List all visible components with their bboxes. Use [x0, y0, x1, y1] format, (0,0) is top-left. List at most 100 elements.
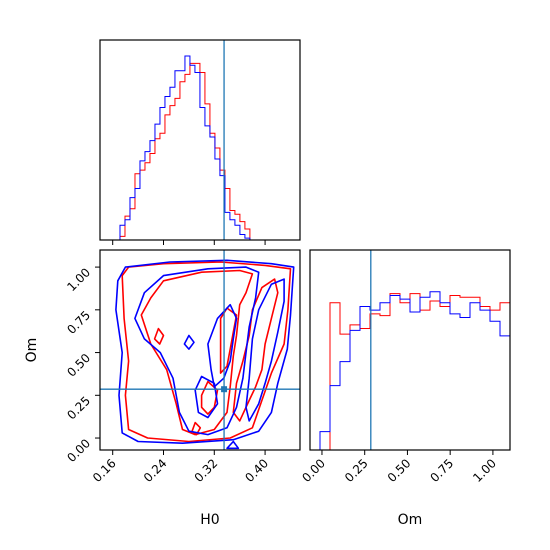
hist-h0-blue-bin — [230, 220, 235, 240]
hist-h0-red-bin — [170, 106, 175, 240]
x-tick-label: 1.00 — [470, 456, 499, 485]
hist-h0-blue-bin — [130, 198, 135, 240]
hist-om-blue-bin — [350, 330, 360, 450]
hist-h0-blue-bin — [135, 188, 140, 240]
hist-h0-blue-bin — [175, 71, 180, 240]
hist-om-red-bin — [480, 306, 490, 450]
hist-om-blue-bin — [450, 314, 460, 450]
hist-h0-red-bin — [225, 188, 230, 240]
hist-om-red-bin — [360, 329, 370, 450]
hist-h0-red-bin — [240, 222, 245, 240]
hist-h0-red-bin — [165, 115, 170, 240]
contours-blue-series — [115, 259, 295, 450]
y-tick-label: 0.25 — [64, 394, 93, 423]
hist-h0-blue-bin — [240, 234, 245, 240]
x-tick-label: 0.50 — [385, 456, 414, 485]
hist-om-blue-bin — [390, 295, 400, 450]
hist-h0-panel — [99, 39, 301, 245]
truth-point-marker — [221, 386, 228, 393]
hist-om-red-bin — [370, 314, 380, 450]
hist-om-blue-bin — [330, 386, 340, 450]
contour-y-ticks: 0.00 0.25 0.50 0.75 1.00 — [64, 265, 100, 465]
red-contour-2 — [232, 278, 279, 422]
red-contour-3 — [219, 307, 238, 374]
blue-contour-1 — [134, 266, 260, 436]
hist-om-blue-bin — [500, 336, 510, 450]
hist-om-red-bin — [490, 310, 500, 450]
hist-om-blue-bin — [480, 310, 490, 450]
hist-om-blue-bin — [420, 297, 430, 450]
hist-h0-blue-bin — [170, 87, 175, 240]
hist-om-blue-outline — [310, 291, 510, 450]
x-tick-label: 0.75 — [427, 456, 456, 485]
hist-h0-red-bin — [145, 163, 150, 240]
hist-h0-blue-bin — [190, 65, 195, 240]
x-axis-label-om: Om — [398, 512, 423, 528]
hist-h0-red-bin — [150, 154, 155, 240]
hist-h0-red-bin — [215, 148, 220, 240]
x-tick-label: 0.40 — [242, 456, 271, 485]
red-contour-1 — [140, 269, 254, 436]
hist-om-red-bin — [400, 303, 410, 450]
contour-panel: 0.16 0.24 0.32 0.40 0.00 0.25 0.50 0.75 1.00 H0… — [24, 249, 301, 528]
contours-red-series — [121, 261, 292, 443]
hist-h0-red-bin — [180, 82, 185, 240]
contour-frame — [99, 249, 301, 451]
blue-contour-0 — [115, 259, 295, 445]
hist-h0-red-bin — [135, 174, 140, 240]
blue-contour-6 — [226, 440, 240, 450]
x-axis-label-h0: H0 — [200, 512, 219, 528]
hist-om-red-bin — [340, 334, 350, 450]
hist-om-blue-bin — [380, 303, 390, 450]
hist-om-blue-series — [310, 291, 520, 450]
hist-om-red-series — [310, 293, 510, 450]
hist-om-x-ticks: 0.00 0.25 0.50 0.75 1.00 — [299, 450, 499, 485]
hist-h0-blue-bin — [165, 96, 170, 240]
hist-om-red-bin — [500, 303, 510, 450]
hist-om-red-bin — [330, 303, 340, 450]
hist-om-red-bin — [450, 295, 460, 450]
hist-om-red-bin — [440, 306, 450, 450]
y-tick-label: 0.00 — [64, 436, 93, 465]
y-axis-label-om: Om — [24, 338, 40, 363]
hist-h0-red-bin — [235, 214, 240, 240]
hist-om-blue-bin — [440, 303, 450, 450]
hist-om-red-bin — [430, 301, 440, 450]
y-tick-label: 0.75 — [64, 308, 93, 337]
hist-om-red-bin — [390, 294, 400, 450]
hist-h0-red-bin — [205, 104, 210, 240]
hist-om-blue-bin — [410, 312, 420, 450]
red-contour-5 — [153, 327, 165, 345]
hist-h0-blue-bin — [225, 212, 230, 240]
hist-h0-blue-bin — [125, 220, 130, 240]
hist-om-blue-bin — [510, 441, 520, 450]
hist-h0-red-bin — [230, 211, 235, 240]
hist-h0-red-outline — [100, 62, 251, 240]
hist-om-panel: 0.00 0.25 0.50 0.75 1.00 Om — [299, 249, 520, 528]
hist-om-frame — [309, 249, 511, 451]
x-tick-label: 0.25 — [342, 456, 371, 485]
red-contour-6 — [191, 421, 202, 436]
hist-om-blue-bin — [360, 306, 370, 450]
hist-h0-blue-bin — [210, 137, 215, 240]
blue-contour-2 — [245, 278, 285, 422]
hist-om-red-bin — [410, 294, 420, 450]
hist-h0-blue-bin — [215, 159, 220, 240]
hist-om-blue-bin — [370, 310, 380, 450]
hist-h0-red-bin — [155, 139, 160, 240]
hist-h0-blue-bin — [150, 141, 155, 240]
hist-om-red-outline — [310, 293, 510, 450]
contour-x-ticks: 0.16 0.24 0.32 0.40 — [90, 450, 271, 485]
y-tick-label: 0.50 — [64, 351, 93, 380]
hist-h0-blue-bin — [180, 71, 185, 240]
blue-contour-4 — [194, 375, 219, 419]
hist-h0-red-bin — [185, 74, 190, 240]
hist-om-blue-bin — [430, 292, 440, 450]
hist-om-blue-bin — [340, 362, 350, 450]
x-tick-label: 0.00 — [299, 456, 328, 485]
hist-h0-blue-bin — [185, 56, 190, 240]
hist-h0-red-bin — [140, 170, 145, 240]
hist-om-blue-bin — [460, 318, 470, 450]
hist-h0-ticks — [112, 240, 266, 245]
